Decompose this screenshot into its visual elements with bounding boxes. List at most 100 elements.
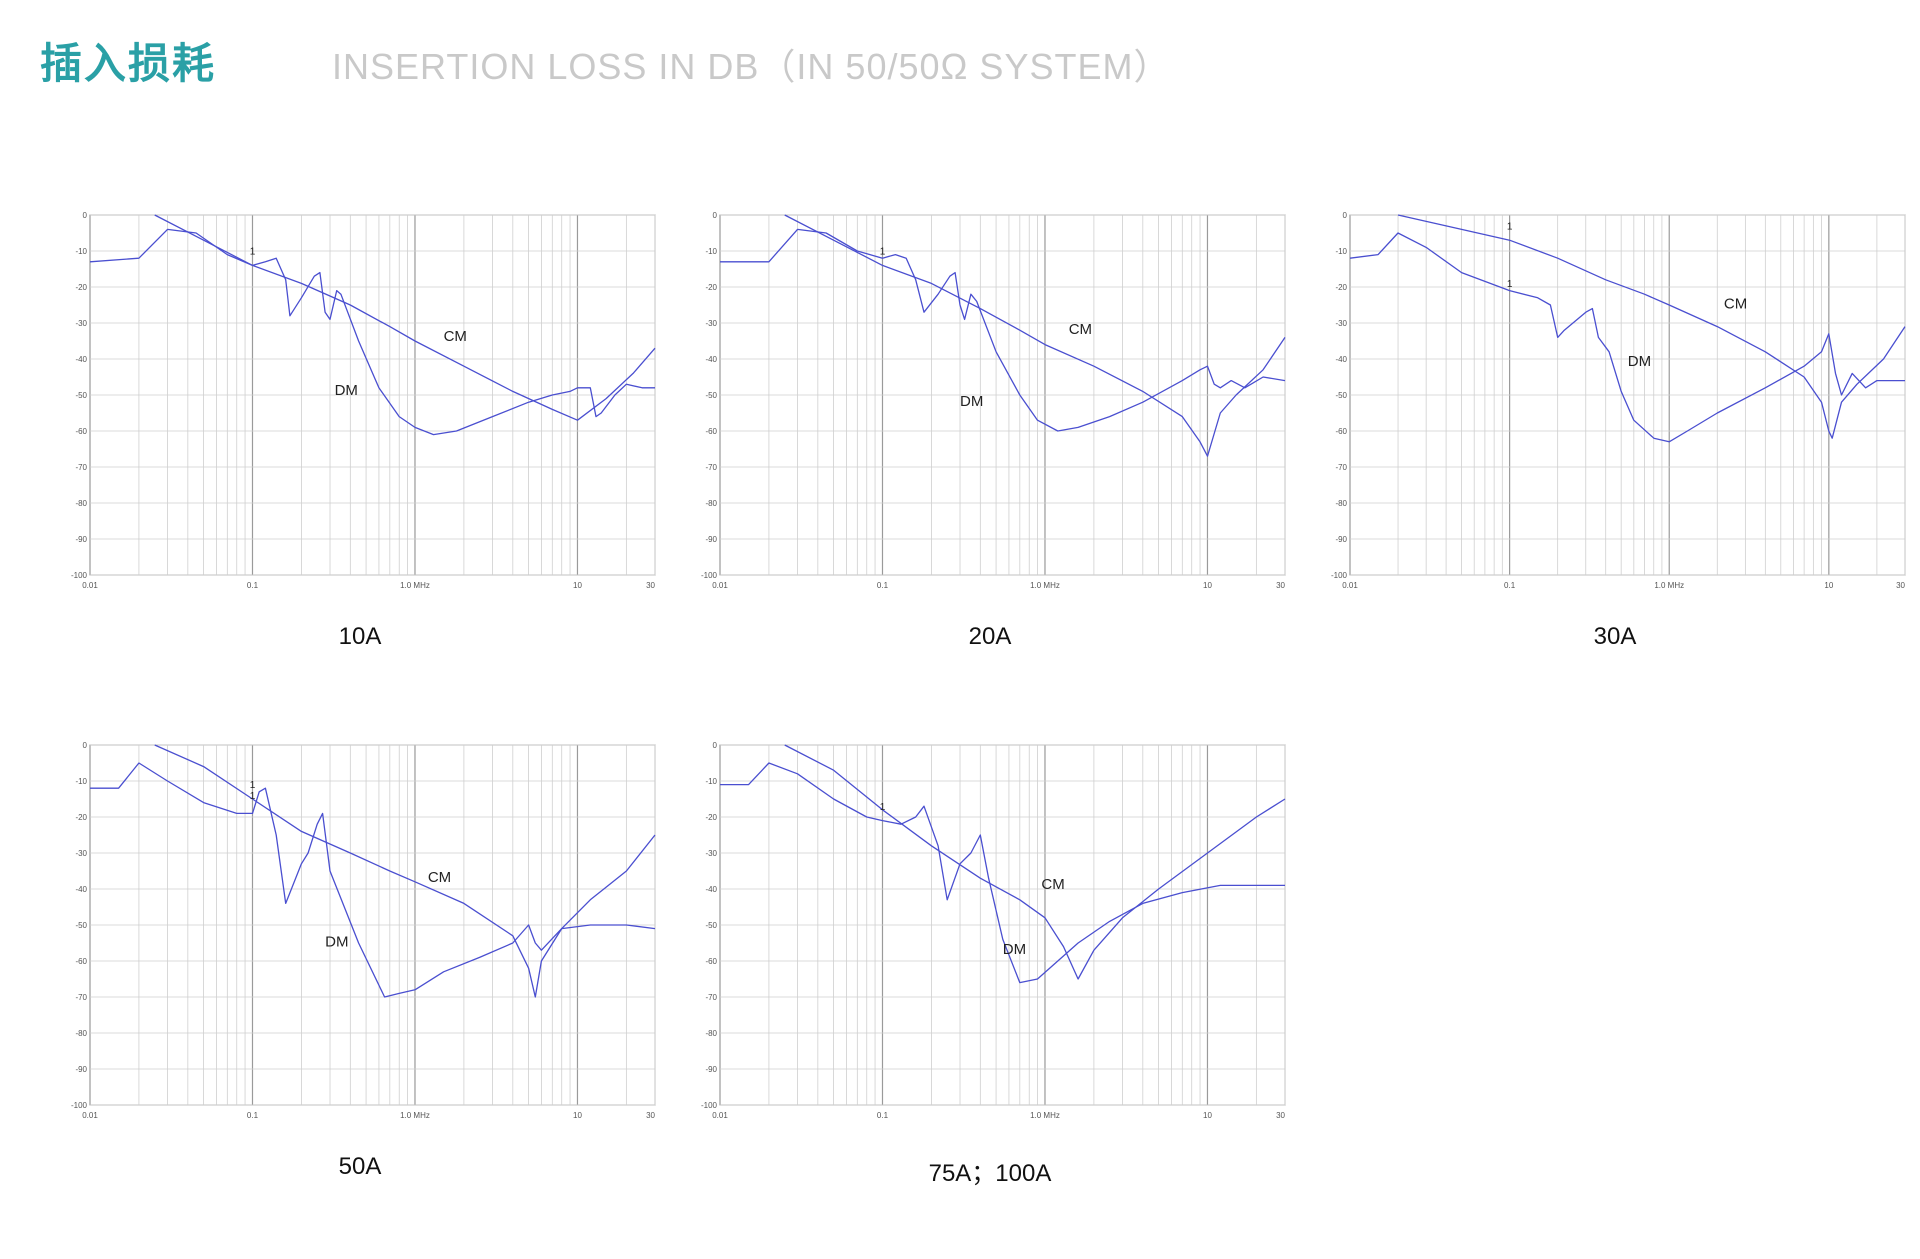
x-tick-label: 0.1 <box>247 1111 259 1120</box>
x-tick-label: 0.01 <box>1342 581 1358 590</box>
series-label-dm: DM <box>335 382 358 399</box>
y-tick-label: -20 <box>1335 283 1347 292</box>
x-tick-label: 30 <box>646 1111 655 1120</box>
y-tick-label: -100 <box>71 1101 88 1110</box>
page-header: 插入损耗 INSERTION LOSS IN DB（IN 50/50Ω SYST… <box>40 30 1880 100</box>
marker-label: 1 <box>250 791 256 802</box>
y-tick-label: -30 <box>75 319 87 328</box>
y-tick-label: -30 <box>1335 319 1347 328</box>
x-tick-label: 0.01 <box>82 581 98 590</box>
y-tick-label: -50 <box>75 391 87 400</box>
y-tick-label: -60 <box>705 427 717 436</box>
marker-label: 1 <box>880 247 886 258</box>
y-tick-label: -10 <box>705 247 717 256</box>
y-tick-label: -60 <box>1335 427 1347 436</box>
chart-caption: 50A <box>338 1153 382 1180</box>
y-tick-label: -30 <box>705 849 717 858</box>
x-tick-label: 10 <box>573 1111 582 1120</box>
y-tick-label: -50 <box>705 391 717 400</box>
y-tick-label: -100 <box>701 571 718 580</box>
y-tick-label: -80 <box>705 499 717 508</box>
y-tick-label: -40 <box>705 885 717 894</box>
x-tick-label: 1.0 MHz <box>1030 581 1060 590</box>
y-tick-label: -10 <box>1335 247 1347 256</box>
marker-label: 1 <box>880 802 886 813</box>
y-tick-label: -100 <box>1331 571 1348 580</box>
x-tick-label: 30 <box>1276 581 1285 590</box>
y-tick-label: -30 <box>75 849 87 858</box>
y-tick-label: -40 <box>75 355 87 364</box>
x-tick-label: 10 <box>573 581 582 590</box>
x-tick-label: 0.01 <box>82 1111 98 1120</box>
x-tick-label: 0.1 <box>1504 581 1516 590</box>
series-label-dm: DM <box>1003 941 1026 958</box>
y-tick-label: -90 <box>1335 535 1347 544</box>
chart-panel-75a-100a: 0 -10 -20 -30 -40 -50 -60 -70 -80 -90 -100 0.01 0.1 1… <box>690 735 1290 1205</box>
y-tick-label: -60 <box>75 427 87 436</box>
series-line-cm <box>154 214 656 421</box>
series-line-cm <box>154 744 656 998</box>
x-tick-label: 0.01 <box>712 1111 728 1120</box>
y-tick-label: -10 <box>705 777 717 786</box>
series-label-dm: DM <box>1628 353 1651 370</box>
chart-panel-10a: 0 -10 -20 -30 -40 -50 -60 -70 -80 -90 -100 0.01 0.1 1… <box>60 205 660 675</box>
y-tick-label: -50 <box>705 921 717 930</box>
chart-panel-30a: 0 -10 -20 -30 -40 -50 -60 -70 -80 -90 -100 0.01 0.1 1… <box>1320 205 1920 675</box>
chart-caption: 75A；100A <box>928 1160 1052 1187</box>
chart-panel-50a: 0 -10 -20 -30 -40 -50 -60 -70 -80 -90 -100 0.01 0.1 1… <box>60 735 660 1205</box>
y-tick-label: 0 <box>83 211 88 220</box>
y-tick-label: -90 <box>705 535 717 544</box>
x-tick-label: 1.0 MHz <box>1030 1111 1060 1120</box>
y-tick-label: 0 <box>713 741 718 750</box>
series-label-cm: CM <box>1041 876 1064 893</box>
x-tick-label: 30 <box>1276 1111 1285 1120</box>
series-line-dm <box>720 762 1285 984</box>
series-line-dm <box>90 762 656 998</box>
y-tick-label: -80 <box>75 1029 87 1038</box>
y-tick-label: -80 <box>75 499 87 508</box>
y-tick-label: -80 <box>705 1029 717 1038</box>
chart-panel-20a: 0 -10 -20 -30 -40 -50 -60 -70 -80 -90 -100 0.01 0.1 1… <box>690 205 1290 675</box>
x-tick-label: 1.0 MHz <box>400 581 430 590</box>
x-tick-label: 0.1 <box>877 581 889 590</box>
marker-label: 1 <box>250 247 256 258</box>
y-tick-label: -40 <box>75 885 87 894</box>
y-tick-label: -100 <box>71 571 88 580</box>
page-subtitle: INSERTION LOSS IN DB（IN 50/50Ω SYSTEM） <box>332 46 1171 87</box>
x-tick-label: 0.1 <box>247 581 259 590</box>
y-tick-label: -70 <box>705 993 717 1002</box>
x-tick-label: 10 <box>1203 1111 1212 1120</box>
x-tick-label: 30 <box>1896 581 1905 590</box>
y-tick-label: 0 <box>1343 211 1348 220</box>
series-line-dm <box>720 228 1286 432</box>
series-label-cm: CM <box>1724 296 1747 313</box>
y-tick-label: -40 <box>705 355 717 364</box>
series-line-cm <box>784 744 1286 980</box>
y-tick-label: 0 <box>83 741 88 750</box>
y-tick-label: -20 <box>75 283 87 292</box>
marker-label: 1 <box>250 780 256 791</box>
y-tick-label: -10 <box>75 247 87 256</box>
x-tick-label: 1.0 MHz <box>400 1111 430 1120</box>
page-title: 插入损耗 <box>40 39 217 88</box>
y-tick-label: -70 <box>1335 463 1347 472</box>
y-tick-label: -20 <box>75 813 87 822</box>
y-tick-label: -70 <box>75 993 87 1002</box>
y-tick-label: -90 <box>75 535 87 544</box>
series-line-cm <box>1397 214 1906 439</box>
series-line-dm <box>89 228 655 436</box>
x-tick-label: 10 <box>1824 581 1833 590</box>
y-tick-label: 0 <box>713 211 718 220</box>
chart-caption: 10A <box>338 623 382 650</box>
y-tick-label: -90 <box>75 1065 87 1074</box>
y-tick-label: -20 <box>705 283 717 292</box>
y-tick-label: -90 <box>705 1065 717 1074</box>
chart-caption: 30A <box>1593 623 1637 650</box>
x-tick-label: 10 <box>1203 581 1212 590</box>
y-tick-label: -50 <box>1335 391 1347 400</box>
